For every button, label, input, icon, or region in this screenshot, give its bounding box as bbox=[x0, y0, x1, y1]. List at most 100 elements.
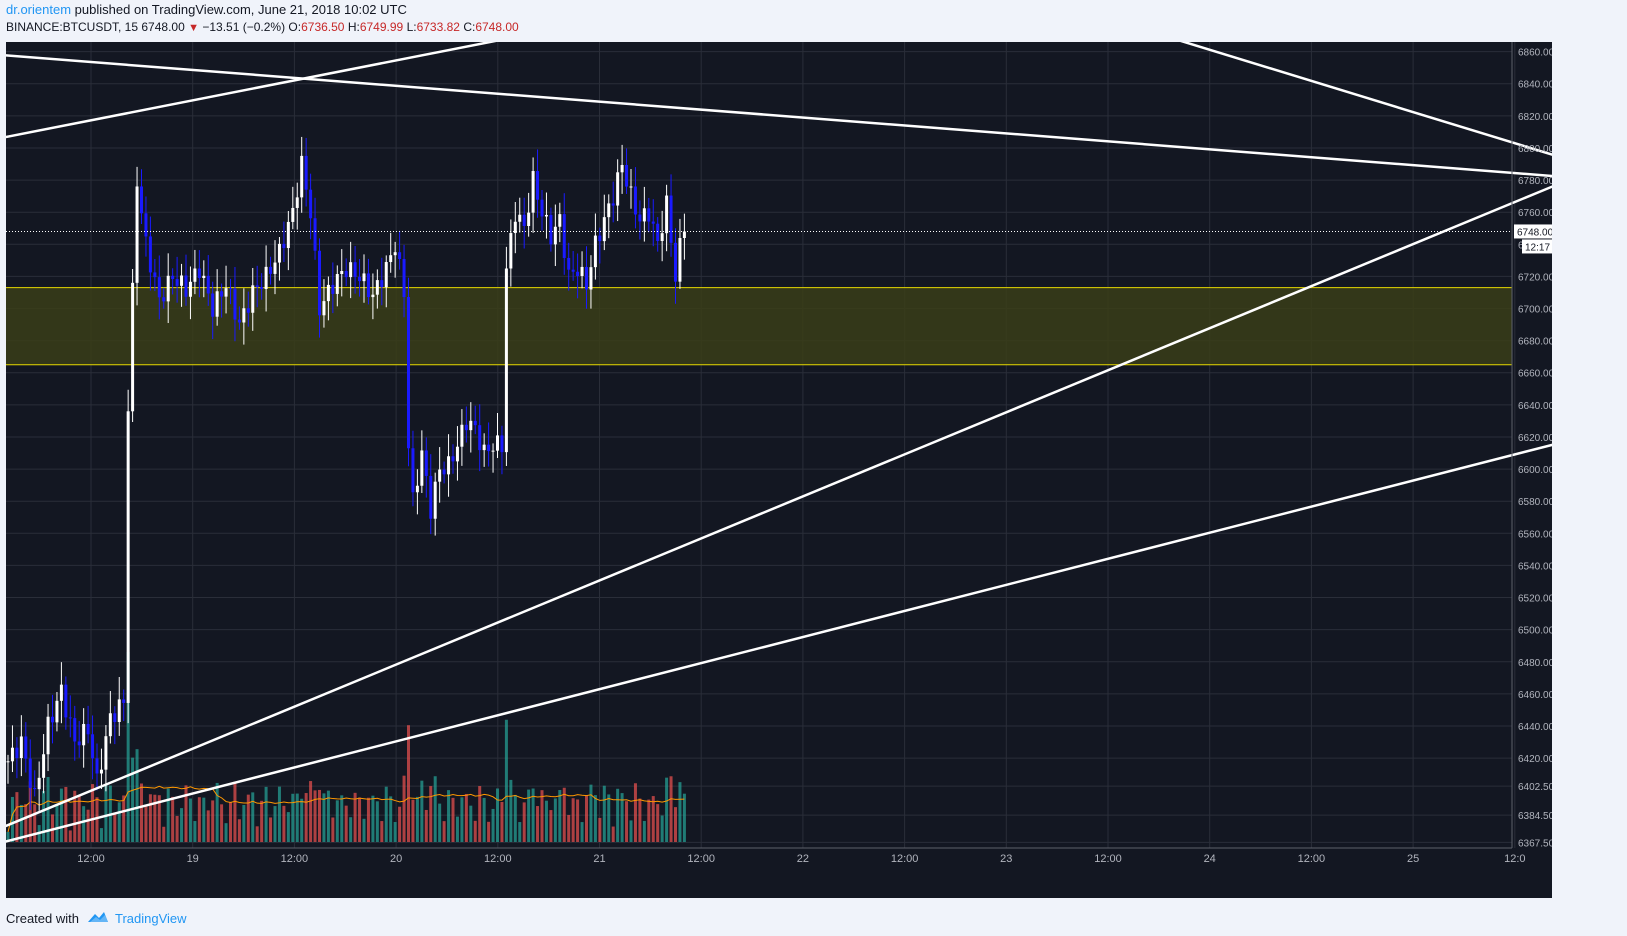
candle-body bbox=[42, 754, 46, 778]
volume-bar bbox=[28, 781, 32, 842]
candle-body bbox=[104, 736, 108, 770]
candle-body bbox=[166, 275, 170, 302]
candle-body bbox=[86, 723, 90, 735]
price-tick-label: 6700.00 bbox=[1518, 305, 1552, 316]
volume-bar bbox=[429, 786, 433, 842]
candle-body bbox=[531, 171, 535, 213]
trendline bbox=[0, 424, 1627, 845]
price-tick-label: 6500.00 bbox=[1518, 626, 1552, 637]
price-tick-label: 6640.00 bbox=[1518, 401, 1552, 412]
volume-bar bbox=[660, 815, 664, 842]
candle-body bbox=[309, 189, 313, 219]
candle-body bbox=[91, 734, 95, 759]
candle-body bbox=[122, 699, 126, 703]
volume-bar bbox=[438, 803, 442, 842]
candle-body bbox=[616, 172, 620, 206]
candle-body bbox=[438, 469, 442, 482]
candle-body bbox=[202, 275, 206, 279]
time-axis-background bbox=[6, 848, 1552, 898]
chart-area[interactable]: 6860.00 6840.00 6820.00 6800.00 6780.00 6760.… bbox=[0, 37, 1627, 898]
volume-bar bbox=[549, 810, 553, 842]
volume-bar bbox=[353, 792, 357, 842]
volume-bar bbox=[251, 792, 255, 842]
candle-body bbox=[625, 164, 629, 187]
candle-body bbox=[211, 293, 215, 317]
volume-bar bbox=[135, 749, 139, 842]
candle-body bbox=[175, 279, 179, 286]
price-tick-label: 6680.00 bbox=[1518, 337, 1552, 348]
volume-bar bbox=[122, 795, 126, 842]
publish-info: dr.orientem published on TradingView.com… bbox=[6, 2, 407, 17]
volume-bar bbox=[304, 793, 308, 842]
candle-body bbox=[375, 280, 379, 295]
tradingview-link[interactable]: TradingView bbox=[114, 911, 187, 926]
current-price-tag bbox=[1514, 224, 1554, 239]
low-value: 6733.82 bbox=[416, 20, 460, 34]
candle-body bbox=[82, 723, 86, 746]
author-link[interactable]: dr.orientem bbox=[6, 2, 72, 17]
volume-bar bbox=[602, 785, 606, 842]
candle-body bbox=[264, 266, 268, 289]
candle-body bbox=[482, 444, 486, 451]
volume-bar bbox=[464, 793, 468, 842]
candle-body bbox=[113, 713, 117, 722]
tradingview-logo-icon[interactable] bbox=[87, 910, 109, 927]
price-tick-label: 6560.00 bbox=[1518, 529, 1552, 540]
volume-bar bbox=[344, 805, 348, 842]
low-label: L: bbox=[406, 20, 417, 34]
candle-body bbox=[678, 237, 682, 282]
candle-body bbox=[300, 155, 304, 198]
volume-bar bbox=[313, 790, 317, 842]
candle-body bbox=[384, 262, 388, 288]
volume-bar bbox=[522, 802, 526, 842]
volume-bar bbox=[215, 782, 219, 842]
volume-bar bbox=[91, 784, 95, 842]
candle-body bbox=[464, 424, 468, 431]
volume-bar bbox=[682, 793, 686, 842]
candle-body bbox=[669, 195, 673, 243]
candle-body bbox=[59, 684, 63, 701]
volume-bar bbox=[153, 794, 157, 842]
volume-bar bbox=[264, 786, 268, 842]
price-tick-label: 6720.00 bbox=[1518, 272, 1552, 283]
candle-body bbox=[451, 456, 455, 462]
candle-body bbox=[157, 277, 161, 298]
candle-body bbox=[193, 268, 197, 282]
volume-bar bbox=[340, 795, 344, 842]
volume-bar bbox=[358, 797, 362, 842]
volume-bar bbox=[64, 786, 68, 842]
published-text: published on TradingView.com, June 21, 2… bbox=[74, 2, 407, 17]
volume-bar bbox=[513, 794, 517, 842]
volume-bar bbox=[277, 786, 281, 842]
price-chart[interactable]: 6860.00 6840.00 6820.00 6800.00 6780.00 6760.… bbox=[0, 37, 1627, 898]
time-tick-label: 20 bbox=[390, 853, 402, 865]
time-tick-label: 19 bbox=[187, 853, 199, 865]
candle-body bbox=[585, 266, 588, 290]
time-tick-label: 12:00 bbox=[1094, 853, 1122, 865]
volume-bar bbox=[273, 806, 277, 842]
open-value: 6736.50 bbox=[301, 20, 345, 34]
volume-bar bbox=[496, 788, 499, 842]
support-zone-fill bbox=[6, 287, 1512, 365]
candle-body bbox=[144, 213, 148, 237]
candle-body bbox=[562, 214, 566, 258]
close-value: 6748.00 bbox=[475, 20, 519, 34]
candle-body bbox=[220, 291, 224, 297]
volume-bar bbox=[366, 797, 370, 842]
volume-bar bbox=[620, 793, 624, 842]
volume-bar bbox=[6, 832, 10, 842]
volume-bar bbox=[224, 823, 228, 842]
volume-bar bbox=[362, 818, 366, 842]
volume-bar bbox=[117, 802, 121, 842]
volume-bar bbox=[607, 794, 611, 842]
price-tick-label: 6820.00 bbox=[1518, 112, 1552, 123]
current-price-label: 6748.00 bbox=[1517, 227, 1552, 238]
candle-body bbox=[246, 308, 250, 313]
volume-bar bbox=[59, 788, 63, 842]
volume-bar bbox=[571, 798, 575, 842]
countdown-tag bbox=[1522, 239, 1554, 254]
candle-body bbox=[51, 716, 54, 723]
volume-bar bbox=[188, 798, 192, 842]
volume-bar bbox=[518, 822, 522, 842]
volume-bar bbox=[126, 652, 130, 842]
